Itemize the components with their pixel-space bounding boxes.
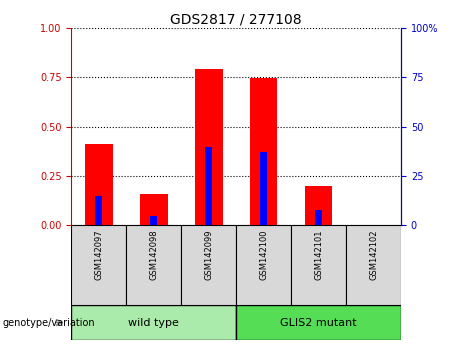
Text: genotype/variation: genotype/variation	[2, 318, 95, 327]
Text: wild type: wild type	[129, 318, 179, 327]
Text: GSM142097: GSM142097	[95, 229, 103, 280]
Bar	[260, 152, 267, 225]
Text: GSM142098: GSM142098	[149, 229, 159, 280]
Bar	[236, 225, 291, 305]
Bar	[205, 147, 212, 225]
Bar	[236, 305, 401, 340]
Text: GLIS2 mutant: GLIS2 mutant	[280, 318, 357, 327]
Bar	[71, 305, 236, 340]
Text: GSM142100: GSM142100	[259, 229, 268, 280]
Title: GDS2817 / 277108: GDS2817 / 277108	[171, 13, 302, 27]
Bar	[346, 225, 401, 305]
Bar	[150, 216, 157, 225]
Bar	[95, 196, 102, 225]
Bar	[250, 78, 278, 225]
Bar	[71, 225, 126, 305]
Text: GSM142101: GSM142101	[314, 229, 323, 280]
Bar	[315, 210, 322, 225]
Bar	[195, 69, 223, 225]
Text: GSM142099: GSM142099	[204, 229, 213, 280]
Bar	[85, 144, 112, 225]
Bar	[291, 225, 346, 305]
Text: GSM142102: GSM142102	[369, 229, 378, 280]
Bar	[126, 225, 181, 305]
Bar	[181, 225, 236, 305]
Bar	[140, 194, 168, 225]
Bar	[305, 185, 332, 225]
